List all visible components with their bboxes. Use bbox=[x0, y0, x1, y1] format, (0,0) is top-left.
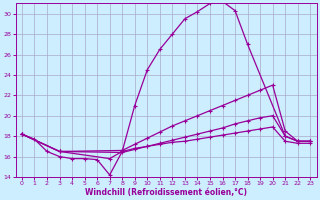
X-axis label: Windchill (Refroidissement éolien,°C): Windchill (Refroidissement éolien,°C) bbox=[85, 188, 247, 197]
